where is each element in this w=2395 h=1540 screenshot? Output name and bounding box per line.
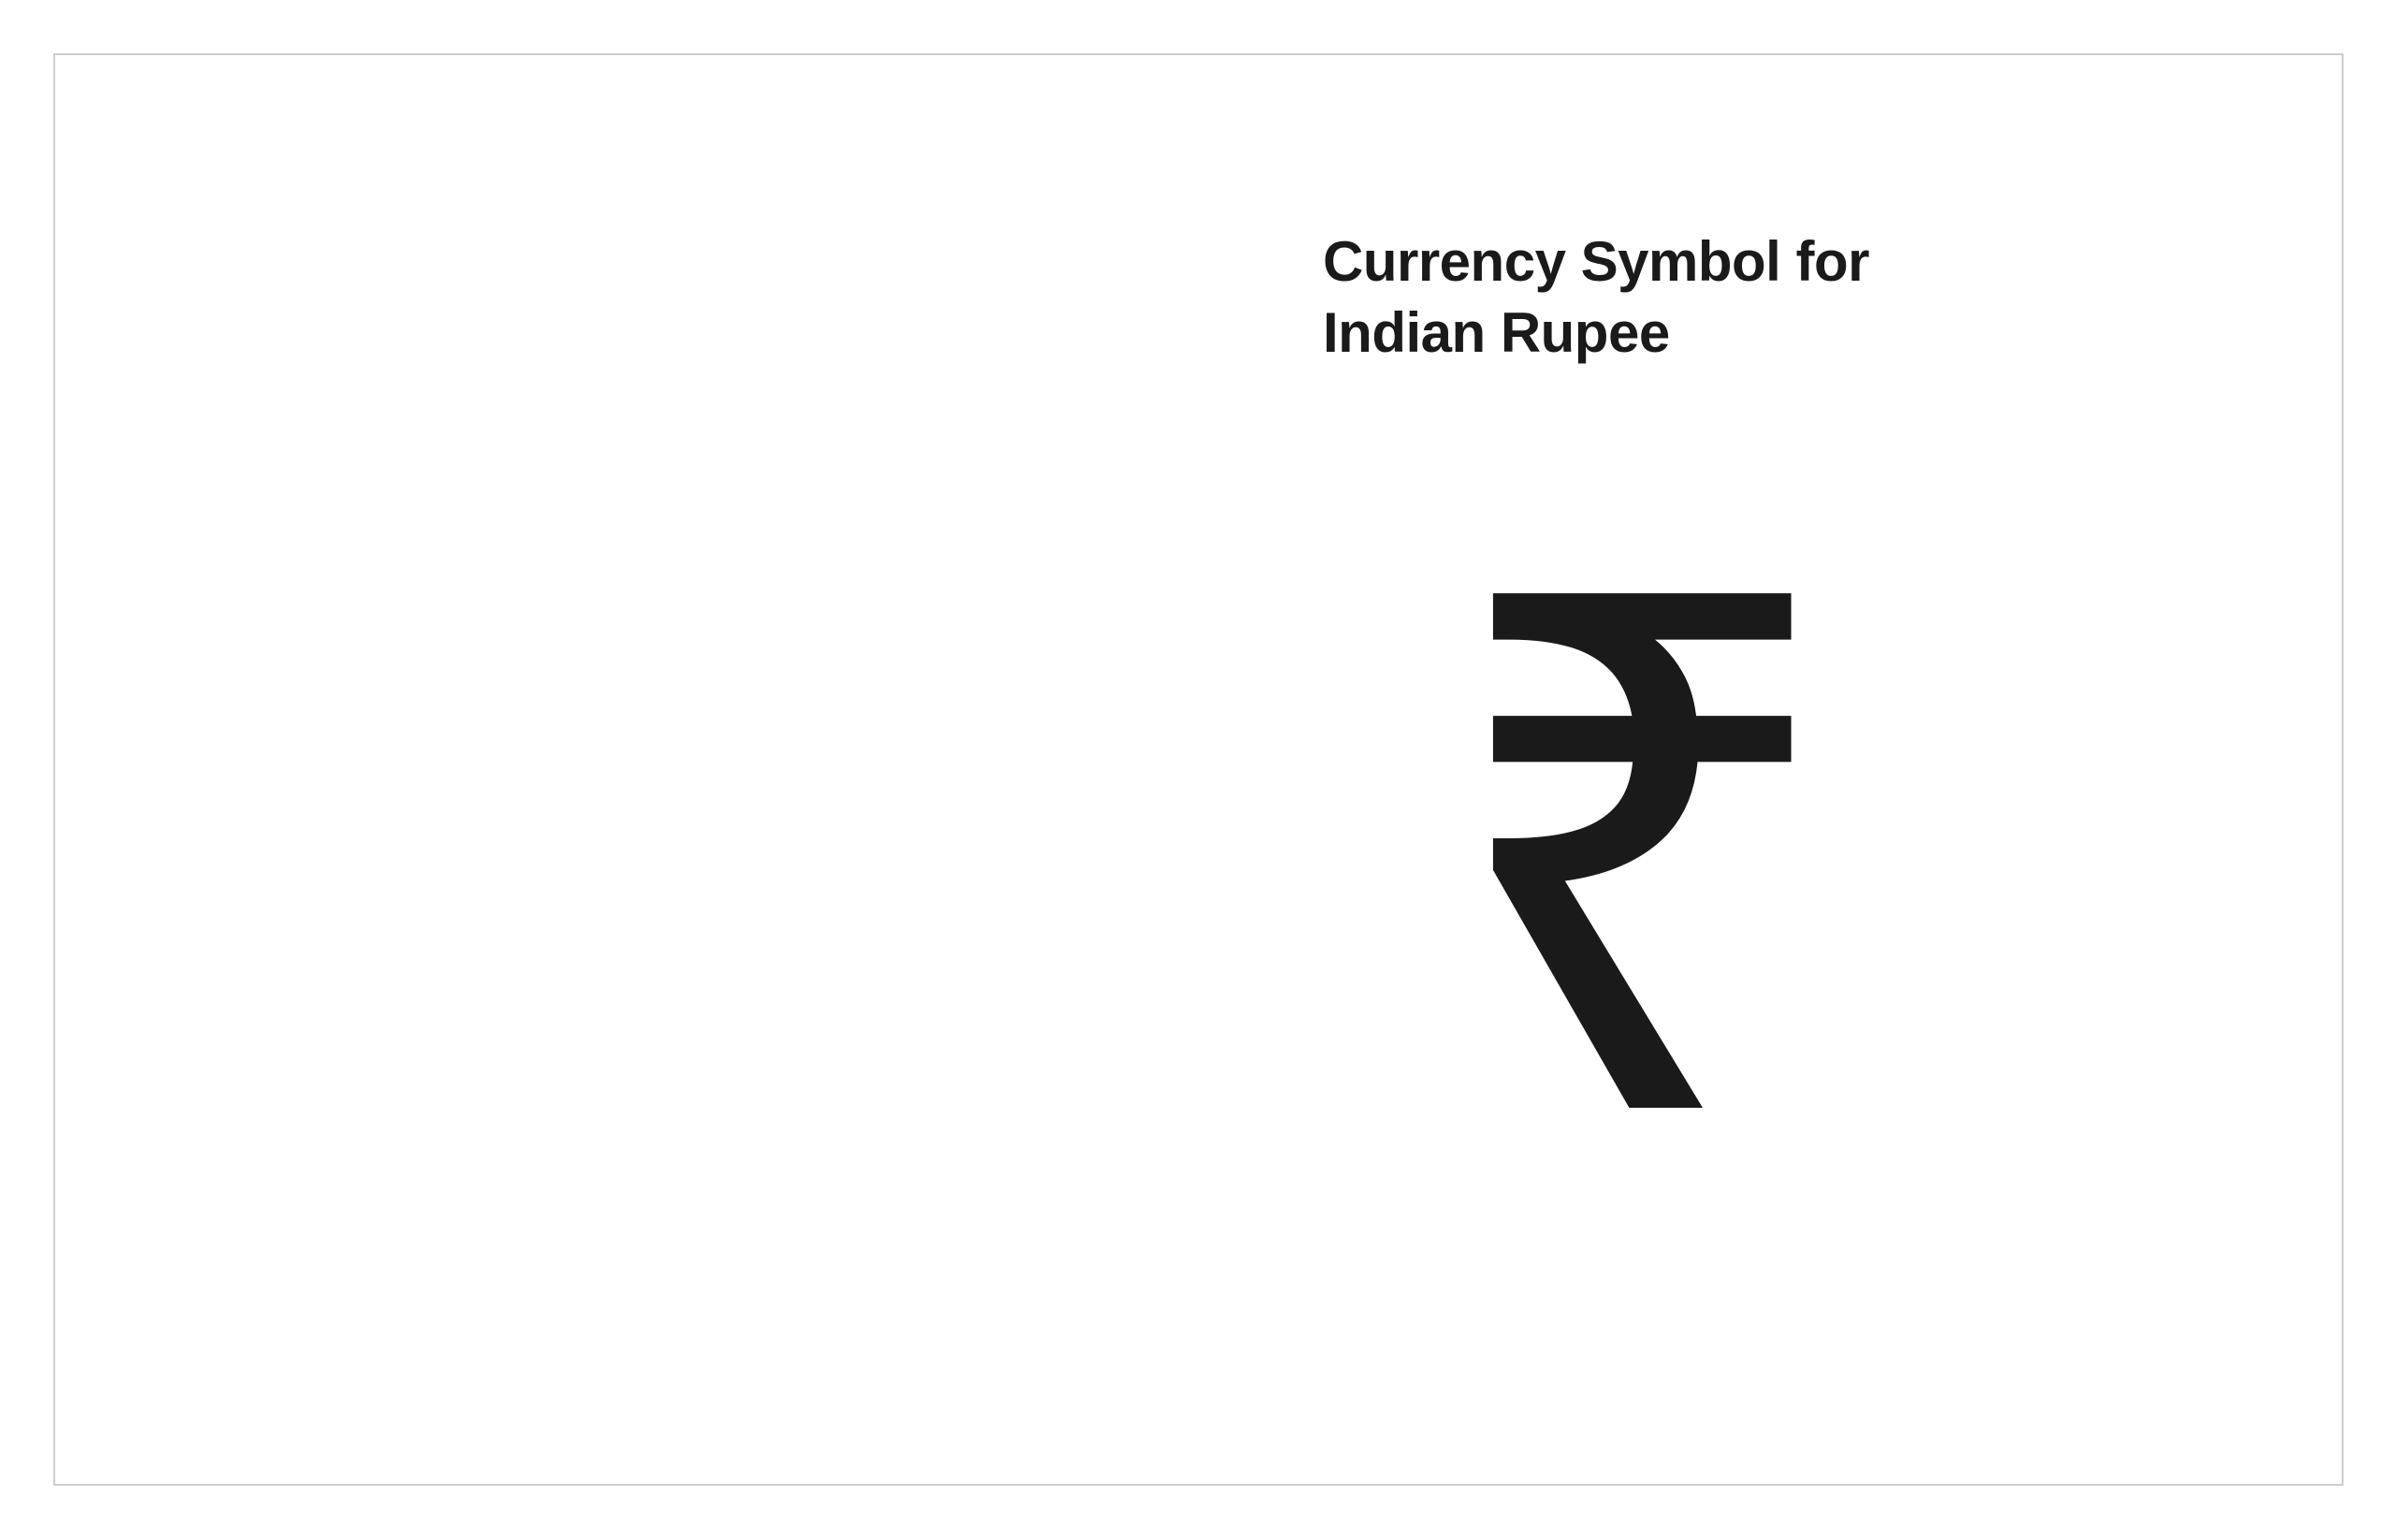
heading-line-1: Currency Symbol for xyxy=(1323,228,2165,296)
rupee-sign-icon: ₹ xyxy=(1436,476,1848,1183)
page-frame: Currency Symbol for Indian Rupee ₹ xyxy=(53,53,2344,1486)
